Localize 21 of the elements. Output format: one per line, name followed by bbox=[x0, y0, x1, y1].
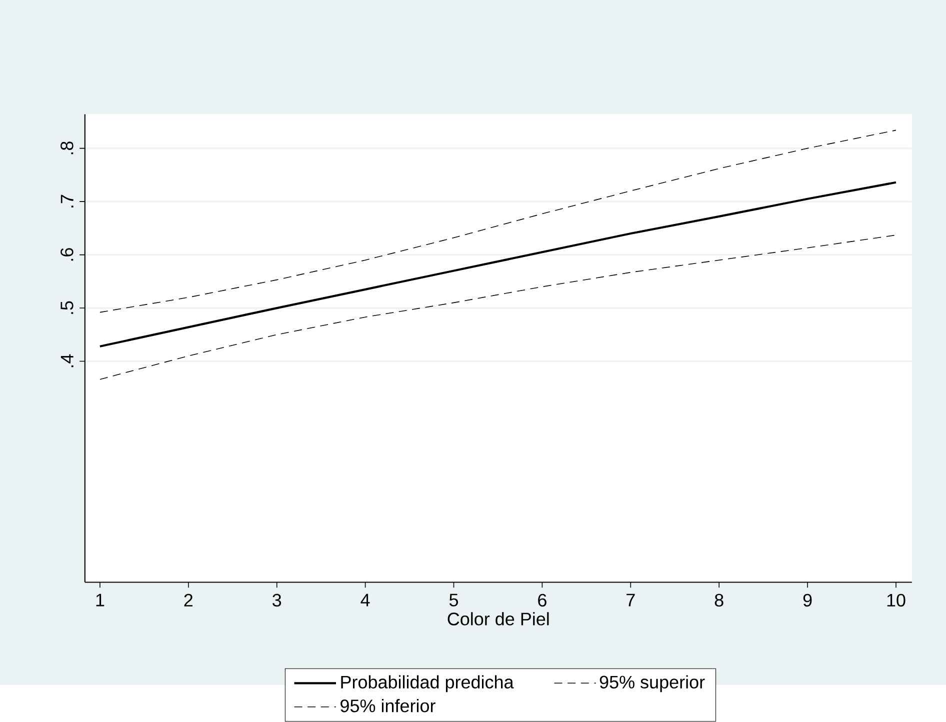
x-tick-label: 6 bbox=[538, 594, 546, 607]
y-tick-label: .4 bbox=[60, 354, 74, 368]
y-tick-label: .8 bbox=[60, 142, 74, 154]
y-tick-label: .5 bbox=[60, 301, 74, 314]
x-tick-label: 10 bbox=[887, 594, 906, 607]
legend-label: Probabilidad predicha bbox=[341, 675, 514, 692]
x-tick-label: 1 bbox=[96, 594, 104, 606]
line-series bbox=[100, 234, 896, 380]
x-tick-label: 5 bbox=[449, 594, 458, 607]
x-tick-label: 3 bbox=[272, 594, 282, 607]
line-series bbox=[100, 130, 896, 313]
x-tick-label: 4 bbox=[360, 594, 370, 606]
x-tick-label: 7 bbox=[626, 594, 635, 606]
x-tick-label: 2 bbox=[184, 594, 193, 607]
x-tick-label: 8 bbox=[714, 594, 724, 607]
y-tick-label: .6 bbox=[60, 248, 74, 261]
legend-label: 95% superior bbox=[600, 675, 705, 692]
x-axis-title: Color de Piel bbox=[448, 612, 549, 626]
x-tick-label: 9 bbox=[803, 594, 812, 607]
legend-label: 95% inferior bbox=[340, 699, 436, 712]
y-tick-label: .7 bbox=[60, 195, 74, 208]
